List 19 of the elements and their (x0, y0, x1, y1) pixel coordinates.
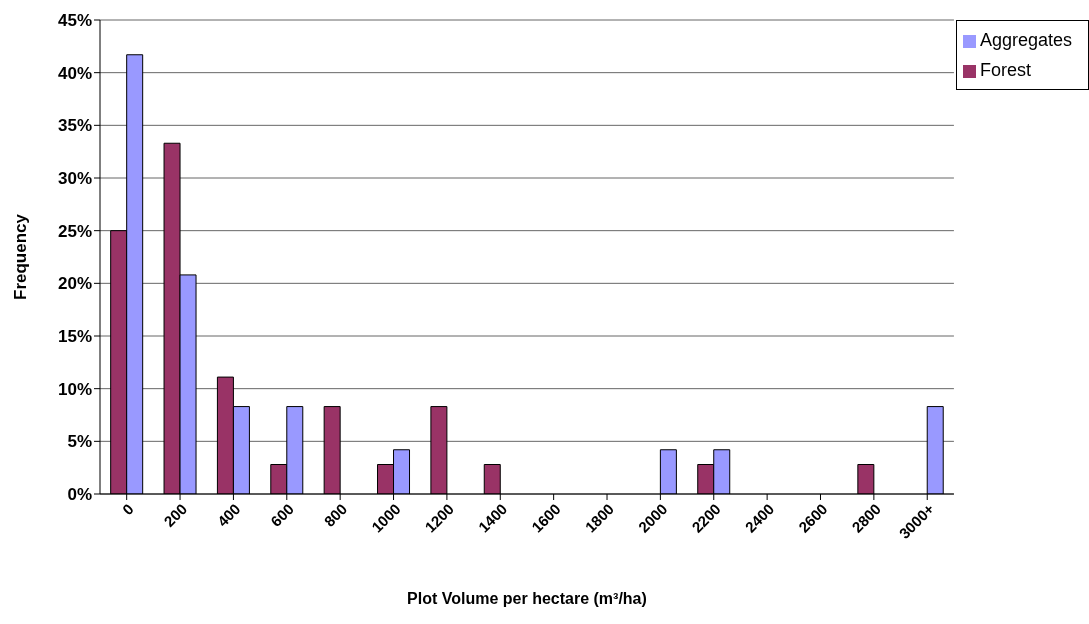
legend-label: Forest (979, 60, 1031, 80)
y-tick-label: 15% (57, 327, 92, 347)
y-tick-label: 30% (57, 169, 92, 189)
y-tick-label: 5% (67, 432, 92, 452)
x-tick-label: 200 (160, 500, 191, 530)
y-tick-label: 20% (57, 274, 92, 294)
y-tick-label: 35% (57, 116, 92, 136)
y-tick-label: 10% (57, 379, 92, 399)
y-tick-label: 0% (67, 485, 92, 505)
x-axis-title: Plot Volume per hectare (m³/ha) (407, 590, 647, 607)
x-tick-label: 800 (320, 500, 351, 530)
y-tick-label: 40% (57, 63, 92, 83)
y-tick-label: 25% (57, 221, 92, 241)
y-axis-title: Frequency (11, 213, 31, 300)
x-tick-label: 400 (213, 500, 244, 530)
legend-label: Aggregates (979, 30, 1072, 50)
x-tick-label: 0 (118, 500, 137, 519)
x-tick-label: 600 (267, 500, 297, 530)
y-tick-label: 45% (57, 11, 92, 31)
